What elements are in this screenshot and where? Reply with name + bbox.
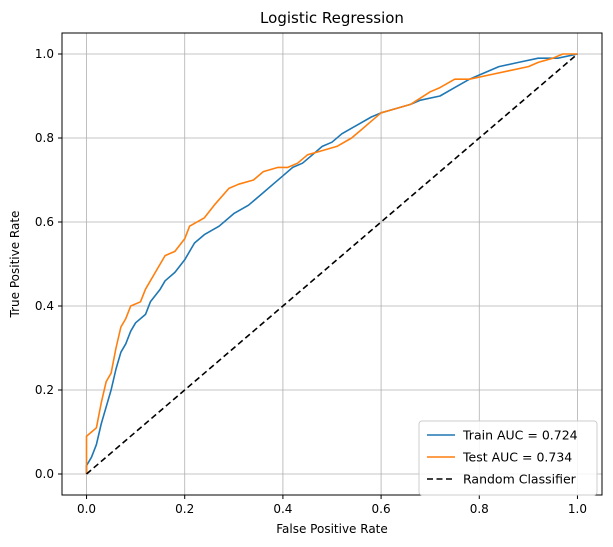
x-axis-label: False Positive Rate xyxy=(276,522,388,536)
series-line-0 xyxy=(85,53,578,474)
y-tick-label: 0.0 xyxy=(35,467,54,481)
y-tick-label: 0.6 xyxy=(35,215,54,229)
x-tick-label: 0.4 xyxy=(273,502,292,516)
y-tick-label: 0.4 xyxy=(35,299,54,313)
x-tick-label: 0.2 xyxy=(175,502,194,516)
chart-title: Logistic Regression xyxy=(260,9,404,27)
y-tick-label: 0.8 xyxy=(35,131,54,145)
legend: Train AUC = 0.724 Test AUC = 0.734 Random … xyxy=(418,420,598,496)
series-line-2 xyxy=(85,53,579,475)
legend-label-0: Train AUC = 0.724 xyxy=(462,428,578,443)
series-line-1 xyxy=(85,53,578,474)
y-axis-label: True Positive Rate xyxy=(8,211,22,319)
legend-label-1: Test AUC = 0.734 xyxy=(462,450,572,465)
series-lines xyxy=(85,53,579,475)
grid xyxy=(62,33,602,495)
plot-frame xyxy=(61,32,603,496)
legend-label-2: Random Classifier xyxy=(463,472,577,487)
ticks: 0.0 0.2 0.4 0.6 0.8 1.0 0.0 0.2 0.4 0.6 0.8 1.0 xyxy=(35,47,587,516)
x-tick-label: 0.8 xyxy=(470,502,489,516)
legend-box xyxy=(418,420,598,496)
x-tick-label: 1.0 xyxy=(568,502,587,516)
x-tick-label: 0.0 xyxy=(77,502,96,516)
y-tick-label: 0.2 xyxy=(35,383,54,397)
y-tick-label: 1.0 xyxy=(35,47,54,61)
x-tick-label: 0.6 xyxy=(372,502,391,516)
